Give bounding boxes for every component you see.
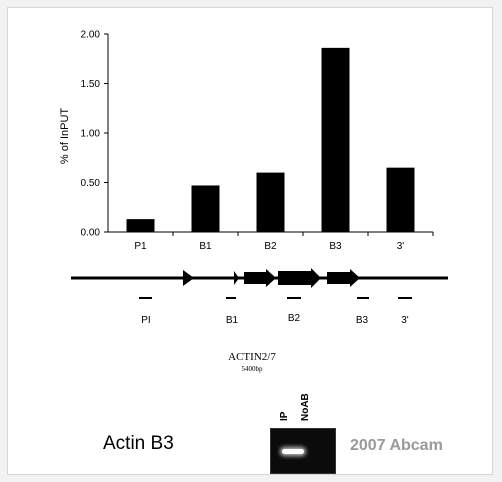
amplicon-label-b2: B2 [288,313,301,324]
exon-arrow-1 [234,271,239,285]
lane-label-noab: NoAB [300,393,311,421]
y-tick-label: 2.00 [81,30,101,41]
bar-chart: % of InPUT 0.00 0.50 1.00 1.50 2.00 P1 B1 B2 B3… [59,30,434,252]
x-tick-label: 3' [397,241,405,252]
gene-map: PI B1 B2 B3 3' ACTIN2/7 5400bp [71,268,448,373]
x-tick-label: B1 [199,241,212,252]
copyright-watermark: 2007 Abcam [350,437,443,454]
promoter-arrow [183,270,194,286]
y-tick-label: 1.00 [81,129,101,140]
bar-2 [256,172,285,232]
amplicon-label-p1: PI [141,315,150,326]
x-tick-label: B3 [329,241,342,252]
gel-title: Actin B3 [103,433,174,454]
gene-name: ACTIN2/7 [228,351,276,363]
bar-1 [191,185,220,232]
amplicon-label-3prime: 3' [401,315,409,326]
x-tick-label: P1 [134,241,147,252]
figure-panel: % of InPUT 0.00 0.50 1.00 1.50 2.00 P1 B1 B2 B3… [7,7,493,475]
chip-figure: % of InPUT 0.00 0.50 1.00 1.50 2.00 P1 B1 B2 B3… [59,30,448,373]
amplicon-label-b1: B1 [226,315,239,326]
gel-band-ip [282,449,304,454]
y-tick-label: 0.00 [81,228,101,239]
lane-label-ip: IP [279,411,290,421]
y-axis-label: % of InPUT [59,108,71,165]
amplicon-label-b3: B3 [356,315,369,326]
x-tick-label: B2 [264,241,277,252]
gel-image [270,428,336,474]
bar-3 [321,47,350,232]
exon-arrow-2 [244,269,276,287]
gene-length: 5400bp [242,365,264,373]
bar-0 [126,219,155,232]
exon-arrow-4 [327,269,360,287]
y-tick-label: 1.50 [81,79,101,90]
y-tick-label: 0.50 [81,178,101,189]
bar-4 [386,167,415,232]
exon-arrow-3 [278,268,321,288]
